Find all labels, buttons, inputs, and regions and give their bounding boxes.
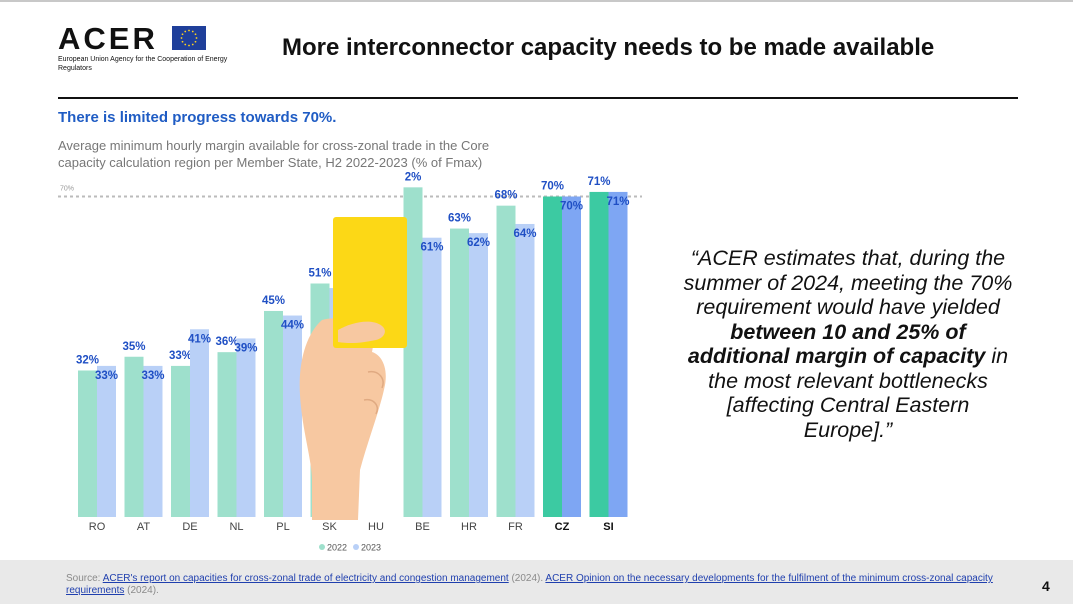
value-label-be-2022: 2% — [405, 171, 422, 183]
legend-marker-2022 — [319, 544, 325, 550]
x-tick-label-pl: PL — [276, 521, 289, 533]
footer-bar: Source: ACER's report on capacities for … — [0, 560, 1073, 604]
bar-si-2022 — [589, 191, 609, 517]
value-label-cz-2022: 70% — [541, 181, 564, 193]
value-label-be-2023: 61% — [420, 242, 443, 254]
value-label-hr-2023: 62% — [467, 237, 490, 249]
hand-illustration — [299, 318, 386, 520]
acer-quote: “ACER estimates that, during the summer … — [680, 246, 1016, 442]
source-mid: (2024). — [508, 573, 546, 584]
bar-hr-2023 — [469, 233, 488, 517]
x-tick-label-si: SI — [603, 521, 613, 533]
bar-be-2022 — [403, 187, 423, 518]
bar-cz-2022 — [543, 196, 562, 517]
title-divider — [58, 97, 1018, 99]
chart-description: Average minimum hourly margin available … — [58, 138, 490, 170]
bar-si-2023 — [608, 191, 628, 517]
yellow-card — [333, 217, 407, 348]
legend-label-2023: 2023 — [361, 543, 381, 553]
value-label-de-2023: 41% — [188, 333, 211, 345]
bar-fr-2023 — [515, 223, 535, 517]
value-label-ro-2023: 33% — [95, 370, 118, 382]
finger-lines — [363, 370, 384, 415]
x-tick-label-hu: HU — [368, 521, 384, 533]
value-label-fr-2022: 68% — [494, 190, 517, 202]
bar-at-2022 — [124, 356, 144, 517]
bar-de-2023 — [190, 329, 209, 517]
x-tick-label-be: BE — [415, 521, 430, 533]
source-note: Source: ACER's report on capacities for … — [66, 573, 1016, 597]
x-tick-label-at: AT — [137, 521, 151, 533]
quote-text-bold: between 10 and 25% of additional margin … — [687, 319, 986, 369]
value-label-fr-2023: 64% — [513, 228, 536, 240]
source-prefix: Source: — [66, 573, 103, 584]
value-label-pl-2022: 45% — [262, 295, 285, 307]
section-subtitle: There is limited progress towards 70%. — [58, 109, 337, 126]
bar-chart: 70% 32% 33% RO 35% 33% AT 33% 41% DE 36%39% NL 45% 44… — [58, 171, 642, 553]
source-suffix: (2024). — [124, 585, 159, 596]
top-border — [0, 0, 1073, 2]
bar-ro-2023 — [97, 365, 116, 517]
bar-ro-2022 — [78, 370, 97, 517]
bar-cz-2023 — [562, 196, 581, 517]
value-label-cz-2023: 70% — [560, 201, 583, 213]
value-label-sk-2022: 51% — [308, 267, 331, 279]
quote-text-end: in the most relevant bottlenecks [affect… — [708, 344, 1009, 442]
eu-flag-icon — [172, 26, 206, 50]
bar-nl-2023 — [236, 338, 256, 517]
value-label-at-2023: 33% — [141, 370, 164, 382]
value-label-pl-2023: 44% — [281, 320, 304, 332]
x-tick-label-fr: FR — [508, 521, 523, 533]
x-tick-label-cz: CZ — [555, 521, 570, 533]
x-tick-label-hr: HR — [461, 521, 477, 533]
value-label-ro-2022: 32% — [76, 354, 99, 366]
x-tick-label-sk: SK — [322, 521, 337, 533]
bar-fr-2022 — [496, 205, 516, 517]
bar-at-2023 — [143, 365, 163, 517]
value-label-nl-2022: 36% — [215, 336, 238, 348]
source-link-report[interactable]: ACER's report on capacities for cross-zo… — [102, 573, 509, 584]
thumb-illustration — [338, 321, 385, 344]
x-tick-label-de: DE — [182, 521, 197, 533]
bar-nl-2022 — [217, 352, 237, 517]
logo-wordmark: ACER — [58, 21, 158, 56]
value-label-hr-2022: 63% — [448, 213, 471, 225]
bar-pl-2023 — [283, 315, 302, 517]
legend-marker-2023 — [353, 544, 359, 550]
page-number: 4 — [1042, 578, 1050, 594]
x-tick-label-nl: NL — [229, 521, 243, 533]
bar-de-2022 — [171, 365, 190, 517]
value-label-at-2022: 35% — [122, 341, 145, 353]
x-tick-label-ro: RO — [89, 521, 106, 533]
reference-line-label: 70% — [60, 186, 74, 193]
logo-subtitle: European Union Agency for the Cooperatio… — [58, 56, 228, 72]
quote-text-start: “ACER estimates that, during the summer … — [683, 246, 1013, 319]
value-label-de-2022: 33% — [169, 350, 192, 362]
value-label-si-2022: 71% — [587, 176, 610, 188]
source-link-opinion[interactable]: ACER Opinion on the necessary developmen… — [66, 573, 993, 596]
bar-hr-2022 — [450, 228, 469, 518]
value-label-nl-2023: 39% — [234, 342, 257, 354]
value-label-si-2023: 71% — [606, 196, 629, 208]
legend-label-2022: 2022 — [327, 543, 347, 553]
page-title: More interconnector capacity needs to be… — [282, 34, 935, 61]
bar-be-2023 — [422, 237, 442, 517]
bar-pl-2022 — [264, 310, 283, 517]
